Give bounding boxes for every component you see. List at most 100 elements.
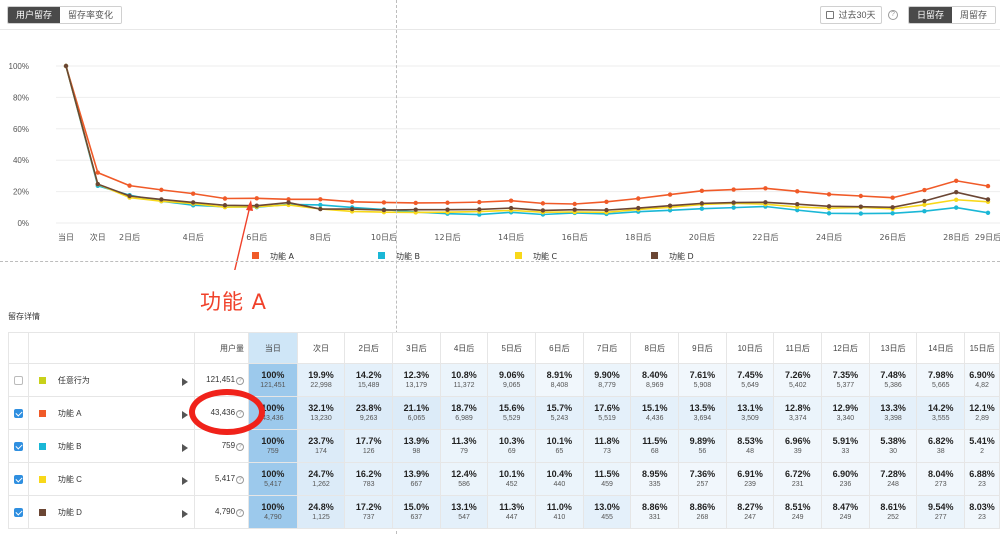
retention-cell[interactable]: 8.91% 8,408	[535, 363, 584, 397]
header-day-col[interactable]: 当日	[248, 332, 298, 364]
retention-cell[interactable]: 13.9% 98	[392, 429, 441, 463]
retention-cell[interactable]: 7.61% 5,908	[678, 363, 727, 397]
retention-cell[interactable]: 13.9% 667	[392, 462, 441, 496]
retention-cell[interactable]: 9.90% 8,779	[582, 363, 632, 397]
retention-cell[interactable]: 12.8% 3,374	[773, 396, 823, 430]
retention-cell[interactable]: 9.06% 9,065	[487, 363, 537, 397]
retention-cell[interactable]: 23.8% 9,263	[344, 396, 394, 430]
row-checkbox[interactable]	[13, 474, 23, 484]
retention-cell[interactable]: 13.1% 3,509	[725, 396, 775, 430]
row-checkbox[interactable]	[13, 507, 23, 517]
header-day-col[interactable]: 15日后	[964, 332, 1000, 364]
retention-cell[interactable]: 100% 759	[248, 429, 298, 463]
header-day-col[interactable]: 14日后	[916, 332, 966, 364]
retention-cell[interactable]: 8.86% 268	[678, 495, 727, 529]
header-day-col[interactable]: 8日后	[630, 332, 680, 364]
retention-cell[interactable]: 7.26% 5,402	[773, 363, 823, 397]
retention-cell[interactable]: 10.3% 69	[487, 429, 537, 463]
retention-cell[interactable]: 10.1% 65	[535, 429, 584, 463]
retention-cell[interactable]: 7.45% 5,649	[725, 363, 775, 397]
retention-cell[interactable]: 19.9% 22,998	[296, 363, 346, 397]
retention-cell[interactable]: 8.51% 249	[773, 495, 823, 529]
retention-cell[interactable]: 11.3% 447	[487, 495, 537, 529]
retention-cell[interactable]: 12.9% 3,340	[821, 396, 870, 430]
retention-cell[interactable]: 11.5% 68	[630, 429, 680, 463]
retention-cell[interactable]: 16.2% 783	[344, 462, 394, 496]
header-day-col[interactable]: 12日后	[821, 332, 870, 364]
expand-arrow-icon[interactable]	[182, 509, 189, 518]
header-day-col[interactable]: 10日后	[725, 332, 775, 364]
retention-cell[interactable]: 15.1% 4,436	[630, 396, 680, 430]
retention-cell[interactable]: 10.8% 11,372	[439, 363, 489, 397]
retention-cell[interactable]: 13.0% 455	[582, 495, 632, 529]
retention-cell[interactable]: 8.53% 48	[725, 429, 775, 463]
help-icon[interactable]: ?	[888, 10, 898, 20]
retention-cell[interactable]: 5.41% 2	[964, 429, 1000, 463]
retention-cell[interactable]: 8.95% 335	[630, 462, 680, 496]
retention-cell[interactable]: 100% 4,790	[248, 495, 298, 529]
retention-cell[interactable]: 6.91% 239	[725, 462, 775, 496]
retention-cell[interactable]: 6.96% 39	[773, 429, 823, 463]
expand-arrow-icon[interactable]	[182, 377, 189, 386]
header-day-col[interactable]: 4日后	[439, 332, 489, 364]
header-day-col[interactable]: 3日后	[392, 332, 441, 364]
retention-cell[interactable]: 15.6% 5,529	[487, 396, 537, 430]
retention-cell[interactable]: 14.2% 15,489	[344, 363, 394, 397]
retention-cell[interactable]: 24.8% 1,125	[296, 495, 346, 529]
retention-cell[interactable]: 100% 121,451	[248, 363, 298, 397]
retention-cell[interactable]: 18.7% 6,989	[439, 396, 489, 430]
retention-cell[interactable]: 8.40% 8,969	[630, 363, 680, 397]
retention-cell[interactable]: 8.47% 249	[821, 495, 870, 529]
retention-cell[interactable]: 8.27% 247	[725, 495, 775, 529]
row-checkbox[interactable]	[13, 441, 23, 451]
help-icon[interactable]: ?	[236, 509, 245, 517]
retention-cell[interactable]: 13.5% 3,694	[678, 396, 727, 430]
retention-cell[interactable]: 8.86% 331	[630, 495, 680, 529]
help-icon[interactable]: ?	[236, 443, 245, 451]
header-day-col[interactable]: 6日后	[535, 332, 584, 364]
retention-cell[interactable]: 15.0% 637	[392, 495, 441, 529]
retention-cell[interactable]: 12.3% 13,179	[392, 363, 441, 397]
retention-cell[interactable]: 10.4% 440	[535, 462, 584, 496]
expand-arrow-icon[interactable]	[182, 410, 189, 419]
header-day-col[interactable]: 2日后	[344, 332, 394, 364]
retention-cell[interactable]: 32.1% 13,230	[296, 396, 346, 430]
retention-cell[interactable]: 17.2% 737	[344, 495, 394, 529]
help-icon[interactable]: ?	[236, 377, 245, 385]
retention-cell[interactable]: 11.0% 410	[535, 495, 584, 529]
date-range-button[interactable]: 过去30天	[820, 6, 882, 24]
row-checkbox[interactable]	[13, 408, 23, 418]
retention-cell[interactable]: 11.3% 79	[439, 429, 489, 463]
retention-cell[interactable]: 11.8% 73	[582, 429, 632, 463]
retention-cell[interactable]: 15.7% 5,243	[535, 396, 584, 430]
header-day-col[interactable]: 7日后	[582, 332, 632, 364]
retention-cell[interactable]: 5.38% 30	[868, 429, 918, 463]
retention-cell[interactable]: 12.1% 2,89	[964, 396, 1000, 430]
expand-arrow-icon[interactable]	[182, 476, 189, 485]
retention-cell[interactable]: 12.4% 586	[439, 462, 489, 496]
header-day-col[interactable]: 9日后	[678, 332, 727, 364]
retention-cell[interactable]: 5.91% 33	[821, 429, 870, 463]
retention-cell[interactable]: 7.35% 5,377	[821, 363, 870, 397]
retention-cell[interactable]: 17.7% 126	[344, 429, 394, 463]
help-icon[interactable]: ?	[236, 476, 245, 484]
retention-cell[interactable]: 10.1% 452	[487, 462, 537, 496]
header-day-col[interactable]: 5日后	[487, 332, 537, 364]
retention-cell[interactable]: 6.88% 23	[964, 462, 1000, 496]
retention-cell[interactable]: 13.3% 3,398	[868, 396, 918, 430]
retention-cell[interactable]: 6.90% 4,82	[964, 363, 1000, 397]
tab-weekly-retention[interactable]: 周留存	[951, 7, 995, 23]
retention-cell[interactable]: 8.03% 23	[964, 495, 1000, 529]
header-day-col[interactable]: 13日后	[868, 332, 918, 364]
retention-cell[interactable]: 23.7% 174	[296, 429, 346, 463]
retention-cell[interactable]: 17.6% 5,519	[582, 396, 632, 430]
header-day-col[interactable]: 次日	[296, 332, 346, 364]
retention-cell[interactable]: 6.82% 38	[916, 429, 966, 463]
retention-cell[interactable]: 8.04% 273	[916, 462, 966, 496]
retention-cell[interactable]: 11.5% 459	[582, 462, 632, 496]
retention-cell[interactable]: 14.2% 3,555	[916, 396, 966, 430]
tab-daily-retention[interactable]: 日留存	[908, 7, 952, 23]
tab-retention-change[interactable]: 留存率变化	[60, 7, 122, 23]
tab-user-retention[interactable]: 用户留存	[8, 7, 61, 23]
retention-cell[interactable]: 6.72% 231	[773, 462, 823, 496]
